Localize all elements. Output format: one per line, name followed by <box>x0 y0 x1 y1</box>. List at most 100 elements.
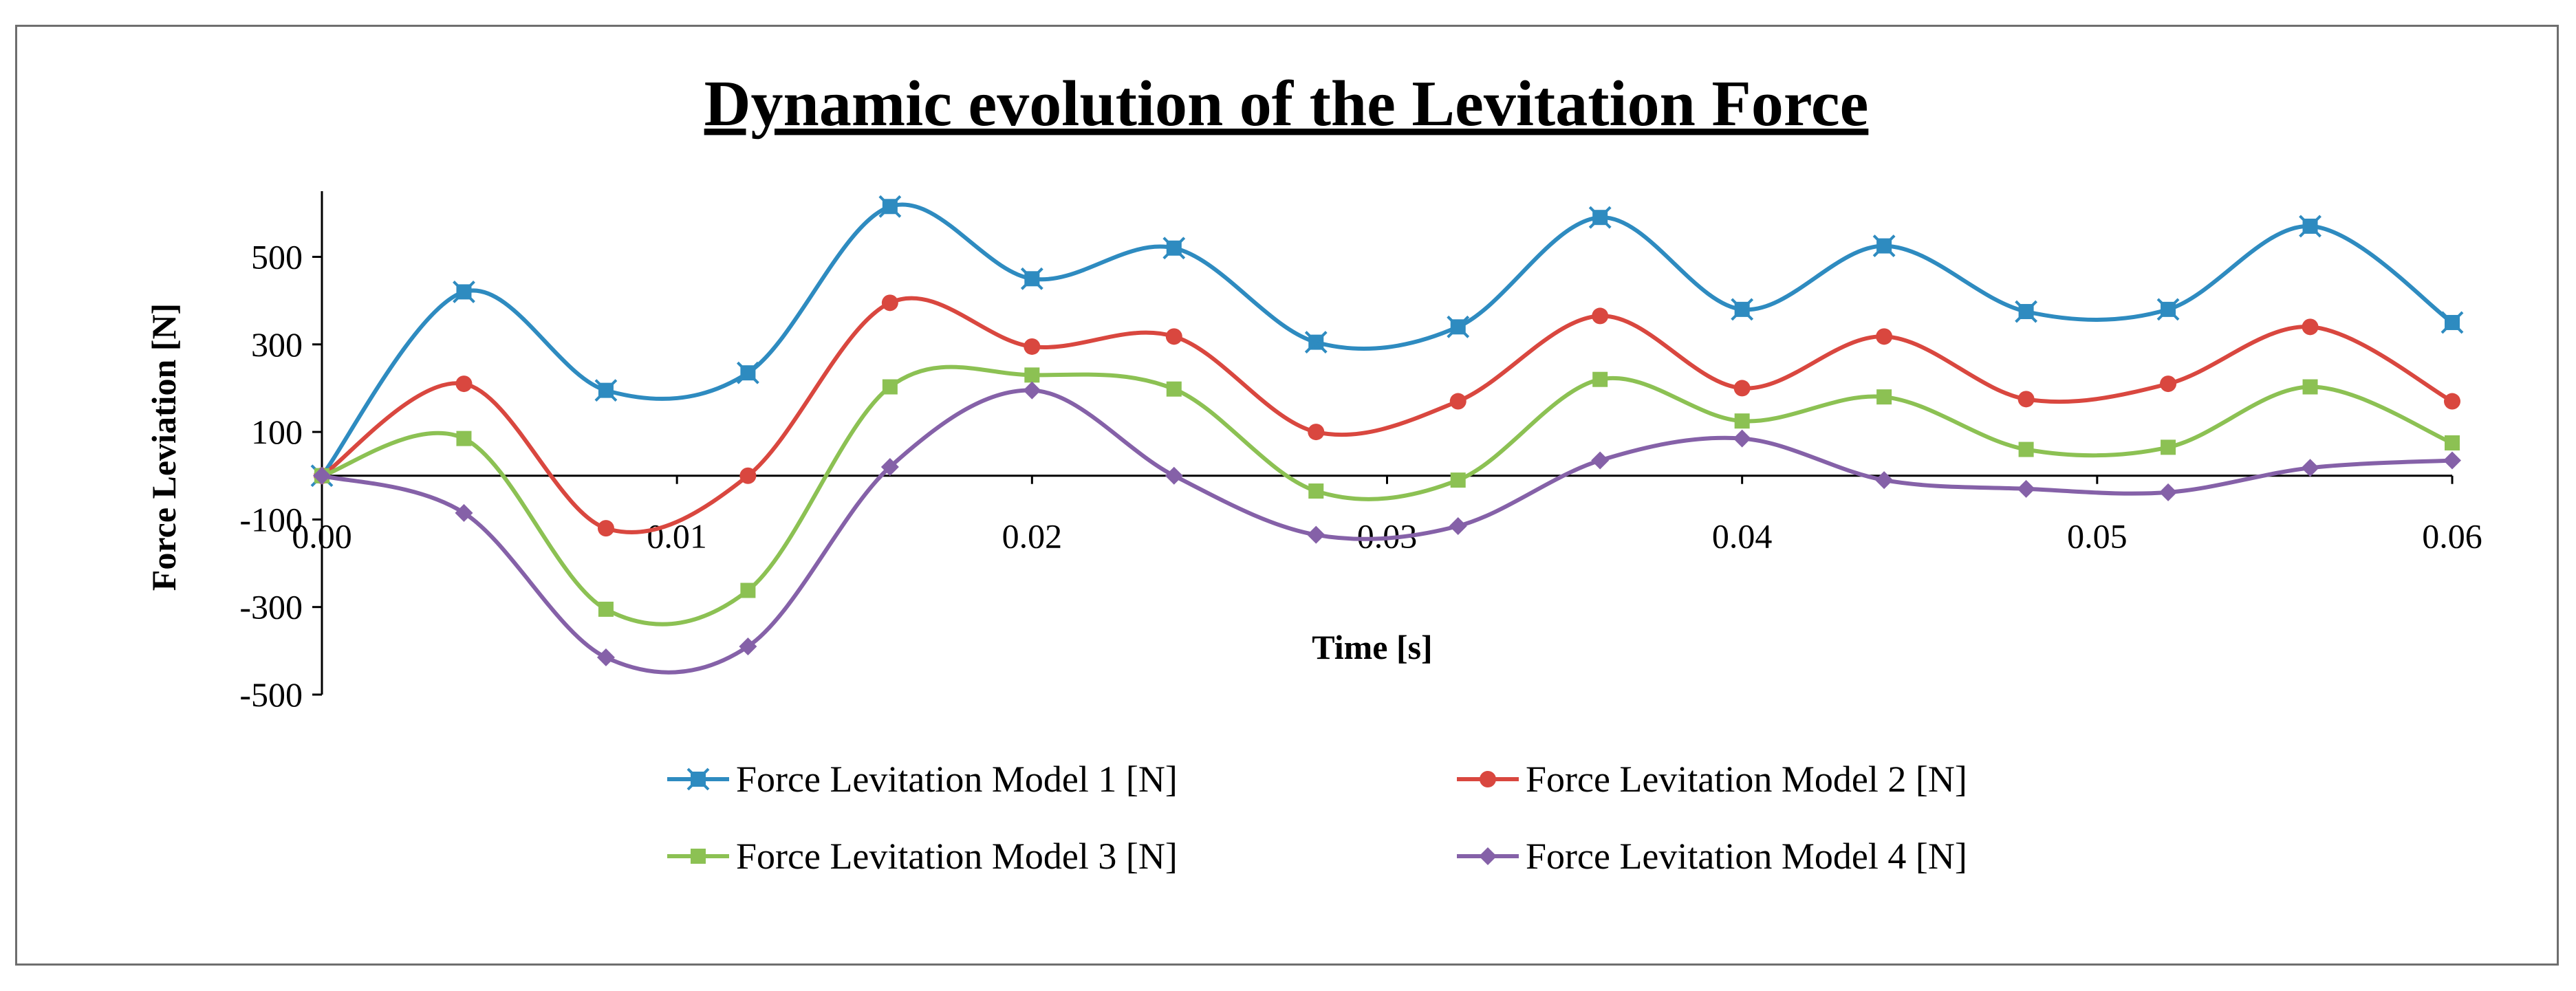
x-axis-label: Time [s] <box>1312 628 1432 666</box>
series-line <box>321 364 2454 627</box>
marker-cross <box>736 361 759 384</box>
data-point <box>2444 393 2460 410</box>
data-point <box>455 503 473 522</box>
legend: Force Levitation Model 1 [N] Force Levita… <box>667 759 1967 877</box>
y-tick-label: -300 <box>239 588 303 627</box>
data-point <box>2443 451 2461 470</box>
marker-cross <box>2156 298 2180 321</box>
y-tick-label: -100 <box>239 500 303 538</box>
data-point <box>2302 318 2319 336</box>
data-point <box>597 520 614 537</box>
data-point <box>1450 472 1466 488</box>
marker-cross <box>1304 331 1328 354</box>
marker-cross <box>1447 315 1470 338</box>
legend-marker <box>686 767 710 791</box>
series-line <box>321 388 2453 675</box>
data-point <box>456 431 472 446</box>
marker-cross <box>2015 300 2038 323</box>
data-point <box>1307 525 1325 544</box>
legend-marker <box>1480 771 1496 787</box>
marker-cross <box>878 195 902 218</box>
data-point <box>2018 442 2034 457</box>
data-point <box>2160 375 2177 393</box>
y-axis-label: Force Leviation [N] <box>144 303 183 591</box>
series-model-3 <box>314 364 2460 627</box>
x-tick-label: 0.06 <box>2422 517 2482 556</box>
marker-cross <box>453 280 475 303</box>
data-point <box>1165 466 1183 485</box>
data-point <box>878 195 902 218</box>
legend-entry-3: Force Levitation Model 3 [N] <box>667 836 1178 877</box>
chart-title: Dynamic evolution of the Levitation Forc… <box>704 68 1869 140</box>
y-tick-label: 100 <box>251 413 303 451</box>
data-point <box>596 648 615 666</box>
series-model-4 <box>313 381 2461 675</box>
marker-cross <box>2299 215 2321 238</box>
series-model-1 <box>310 195 2464 488</box>
series-line <box>320 202 2454 477</box>
data-point <box>2159 483 2178 501</box>
data-point <box>2299 215 2321 238</box>
data-point <box>1876 389 1892 405</box>
marker-cross <box>1588 206 1612 229</box>
data-point <box>1449 516 1467 535</box>
data-point <box>2440 311 2464 334</box>
data-point <box>1020 267 1043 290</box>
legend-entry-2: Force Levitation Model 2 [N] <box>1457 759 1967 800</box>
data-point <box>2015 300 2038 323</box>
x-tick-label: 0.02 <box>1002 517 1063 556</box>
data-point <box>1024 367 1040 383</box>
data-point <box>2017 479 2035 498</box>
data-point <box>1731 298 1754 321</box>
y-tick-label: 500 <box>251 237 303 276</box>
marker-cross <box>1162 237 1186 260</box>
data-point <box>1166 381 1182 397</box>
marker-cross <box>594 379 618 402</box>
legend-label: Force Levitation Model 2 [N] <box>1526 759 1967 800</box>
series-line <box>321 296 2454 535</box>
data-point <box>1304 331 1328 354</box>
x-tick-label: 0.04 <box>1712 517 1773 556</box>
data-point <box>2445 435 2460 450</box>
data-point <box>740 582 756 598</box>
data-point <box>1872 235 1896 257</box>
data-point <box>739 467 757 484</box>
series-layer <box>310 195 2464 675</box>
legend-label: Force Levitation Model 1 [N] <box>736 759 1178 800</box>
data-point <box>1162 237 1186 260</box>
data-point <box>739 637 757 655</box>
data-point <box>2302 379 2318 395</box>
legend-entry-4: Force Levitation Model 4 [N] <box>1457 836 1967 877</box>
data-point <box>1591 451 1610 470</box>
data-point <box>881 294 898 312</box>
data-point <box>455 375 473 393</box>
data-point <box>1447 315 1470 338</box>
data-point <box>1308 483 1324 499</box>
data-point <box>1024 338 1041 355</box>
data-point <box>1733 380 1751 397</box>
data-point <box>453 280 475 303</box>
legend-marker <box>1479 847 1497 865</box>
data-point <box>1165 328 1182 345</box>
data-point <box>2017 391 2035 408</box>
data-point <box>2161 439 2176 455</box>
x-tick-label: 0.05 <box>2067 517 2128 556</box>
data-point <box>1875 471 1894 490</box>
data-point <box>882 379 898 395</box>
data-point <box>313 466 331 485</box>
data-point <box>2156 298 2180 321</box>
data-point <box>1733 429 1751 448</box>
data-point <box>880 458 899 477</box>
y-tick-label: -500 <box>239 675 303 714</box>
marker-cross <box>1020 267 1043 290</box>
marker-cross <box>2440 311 2464 334</box>
data-point <box>1449 393 1466 410</box>
data-point <box>598 601 614 617</box>
marker-cross <box>1872 235 1896 257</box>
data-point <box>1023 381 1041 400</box>
data-point <box>1588 206 1612 229</box>
marker-cross <box>1731 298 1754 321</box>
data-point <box>1734 413 1750 429</box>
data-point <box>736 361 759 384</box>
